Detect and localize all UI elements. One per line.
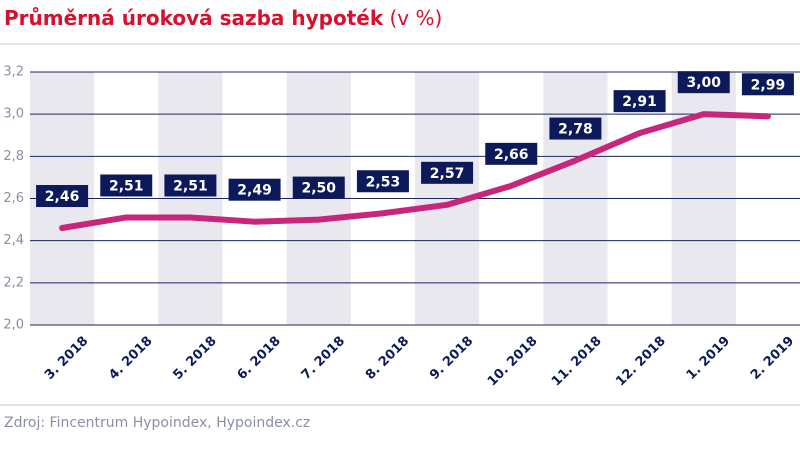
value-label: 2,46 (45, 189, 80, 205)
value-label: 2,78 (558, 122, 593, 138)
value-label-box (36, 185, 89, 208)
value-label-box (741, 73, 794, 96)
value-label-box (356, 170, 409, 193)
value-label-box (100, 174, 153, 197)
chart-title: Průměrná úroková sazba hypoték (v %) (4, 6, 442, 30)
value-label-box (485, 142, 538, 165)
x-tick-label: 8. 2018 (363, 334, 412, 383)
x-tick-label: 2. 2019 (748, 334, 797, 383)
line (59, 111, 771, 232)
y-tick-label: 3,0 (3, 107, 24, 122)
title-unit: (v %) (390, 6, 443, 30)
x-tick-label: 7. 2018 (299, 334, 348, 383)
value-label: 2,50 (301, 181, 336, 197)
value-label-box (677, 71, 730, 94)
value-label: 2,49 (237, 183, 272, 199)
x-tick-label: 6. 2018 (235, 334, 284, 383)
value-label: 3,00 (686, 75, 721, 91)
x-tick-label: 10. 2018 (485, 334, 541, 390)
y-tick-label: 2,4 (3, 233, 24, 248)
y-tick-label: 2,0 (3, 318, 24, 333)
value-label: 2,66 (494, 147, 529, 163)
x-tick-label: 3. 2018 (42, 334, 91, 383)
y-tick-label: 2,2 (3, 275, 24, 290)
value-label-box (613, 90, 666, 113)
x-tick-label: 4. 2018 (106, 334, 155, 383)
x-tick-label: 5. 2018 (170, 334, 219, 383)
value-label-box (292, 176, 345, 199)
source: Zdroj: Fincentrum Hypoindex, Hypoindex.c… (4, 415, 310, 431)
value-label-box (421, 161, 474, 184)
value-label: 2,99 (751, 77, 786, 93)
value-label-box (164, 174, 217, 197)
x-tick-label: 12. 2018 (613, 334, 669, 390)
value-label: 2,57 (430, 166, 465, 182)
x-tick-label: 1. 2019 (684, 334, 733, 383)
y-tick-label: 2,6 (3, 191, 24, 206)
value-label: 2,51 (109, 178, 144, 194)
title-main: Průměrná úroková sazba hypoték (4, 6, 384, 30)
value-label: 2,51 (173, 178, 208, 194)
x-tick-label: 9. 2018 (427, 334, 476, 383)
y-tick-label: 2,8 (3, 149, 24, 164)
y-tick-label: 3,2 (3, 65, 24, 80)
value-label-box (228, 178, 281, 201)
value-label-box (549, 117, 602, 140)
x-tick-label: 11. 2018 (549, 334, 605, 390)
value-label: 2,53 (366, 174, 401, 190)
value-label: 2,91 (622, 94, 657, 110)
